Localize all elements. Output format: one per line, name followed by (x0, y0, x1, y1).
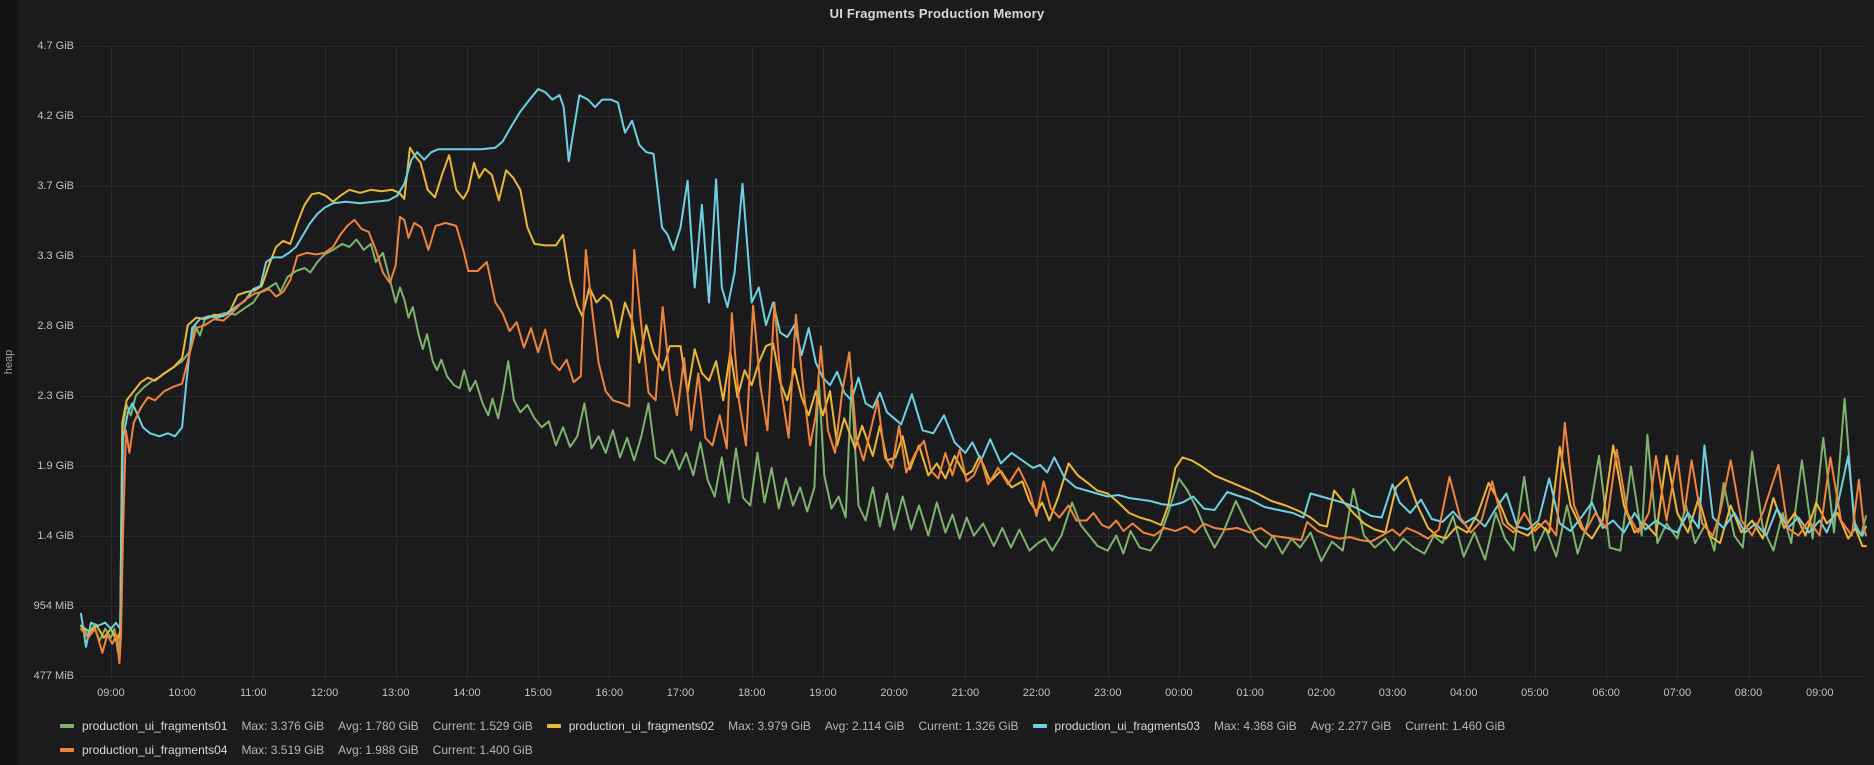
x-axis-tick-label: 05:00 (1521, 687, 1549, 699)
series-max-stat: Max: 3.376 GiB (241, 719, 325, 733)
series-avg-stat: Avg: 2.277 GiB (1310, 719, 1392, 733)
y-axis-tick-label: 3.7 GiB (37, 179, 74, 192)
x-axis-tick-label: 13:00 (381, 687, 410, 699)
x-axis-tick-label: 23:00 (1093, 687, 1122, 699)
series-color-swatch (60, 748, 74, 752)
y-axis-tick-label: 4.7 GiB (37, 40, 74, 52)
series-current-stat: Current: 1.460 GiB (1405, 719, 1506, 733)
y-axis-tick-label: 1.4 GiB (37, 530, 74, 542)
series-color-swatch (60, 724, 74, 728)
x-axis-tick-label: 09:00 (97, 687, 125, 699)
y-axis-tick-label: 477 MiB (33, 670, 74, 682)
series-max-stat: Max: 3.979 GiB (728, 719, 811, 733)
series-name[interactable]: production_ui_fragments04 (82, 743, 228, 757)
series-current-stat: Current: 1.529 GiB (432, 719, 533, 733)
series-line-production_ui_fragments02 (80, 146, 1867, 642)
legend-item-production-ui-fragments02[interactable]: production_ui_fragments02 Max: 3.979 GiB… (546, 719, 1033, 733)
series-line-production_ui_fragments03 (80, 88, 1867, 648)
x-axis-tick-label: 16:00 (595, 687, 624, 699)
panel-title[interactable]: UI Fragments Production Memory (829, 6, 1045, 21)
series-name[interactable]: production_ui_fragments02 (568, 719, 715, 733)
x-axis-tick-label: 07:00 (1663, 687, 1692, 699)
series-name[interactable]: production_ui_fragments03 (1054, 719, 1200, 733)
page-margin (0, 0, 18, 765)
x-axis-tick-label: 12:00 (310, 687, 339, 699)
x-axis-tick-label: 09:00 (1805, 687, 1834, 699)
x-axis-tick-label: 00:00 (1165, 687, 1193, 699)
series-avg-stat: Avg: 1.988 GiB (338, 743, 419, 757)
series-name[interactable]: production_ui_fragments01 (82, 719, 228, 733)
x-axis-tick-label: 22:00 (1022, 687, 1051, 699)
series-current-stat: Current: 1.400 GiB (432, 743, 533, 757)
x-axis-tick-label: 06:00 (1592, 687, 1620, 699)
x-axis-tick-label: 02:00 (1307, 687, 1336, 699)
y-axis-tick-label: 1.9 GiB (37, 460, 74, 472)
series-color-swatch (546, 724, 561, 728)
series-avg-stat: Avg: 2.114 GiB (824, 719, 905, 733)
x-axis-tick-label: 20:00 (880, 687, 908, 699)
series-current-stat: Current: 1.326 GiB (918, 719, 1019, 733)
x-axis-tick-label: 21:00 (951, 687, 980, 699)
legend: production_ui_fragments01 Max: 3.376 GiB… (60, 714, 1860, 762)
x-axis-tick-label: 15:00 (524, 687, 552, 699)
x-axis-tick-label: 19:00 (809, 687, 837, 699)
legend-item-production-ui-fragments04[interactable]: production_ui_fragments04 Max: 3.519 GiB… (60, 743, 547, 757)
series-line-production_ui_fragments04 (80, 215, 1867, 665)
series-max-stat: Max: 4.368 GiB (1213, 719, 1297, 733)
series-max-stat: Max: 3.519 GiB (241, 743, 325, 757)
x-axis-tick-label: 01:00 (1236, 687, 1264, 699)
y-axis-tick-label: 4.2 GiB (37, 109, 74, 122)
legend-item-production-ui-fragments03[interactable]: production_ui_fragments03 Max: 4.368 GiB… (1032, 719, 1520, 733)
x-axis-tick-label: 11:00 (239, 687, 267, 699)
legend-row: production_ui_fragments04 Max: 3.519 GiB… (60, 738, 1860, 762)
y-axis-tick-label: 954 MiB (33, 600, 74, 612)
x-axis-tick-label: 03:00 (1378, 687, 1407, 699)
x-axis-tick-label: 10:00 (168, 687, 196, 699)
y-axis-tick-label: 2.8 GiB (37, 319, 74, 332)
series-avg-stat: Avg: 1.780 GiB (338, 719, 419, 733)
x-axis-tick-label: 08:00 (1734, 687, 1763, 699)
x-axis-tick-label: 18:00 (737, 687, 766, 699)
x-axis-tick-label: 14:00 (453, 687, 481, 699)
legend-row: production_ui_fragments01 Max: 3.376 GiB… (60, 714, 1860, 738)
x-axis-tick-label: 04:00 (1449, 687, 1478, 699)
legend-item-production-ui-fragments01[interactable]: production_ui_fragments01 Max: 3.376 GiB… (60, 719, 547, 733)
x-axis-tick-label: 17:00 (666, 687, 695, 699)
y-axis-tick-label: 2.3 GiB (37, 390, 74, 402)
series-color-swatch (1032, 724, 1047, 728)
y-axis-tick-label: 3.3 GiB (37, 250, 74, 262)
series-line-production_ui_fragments01 (80, 238, 1867, 654)
